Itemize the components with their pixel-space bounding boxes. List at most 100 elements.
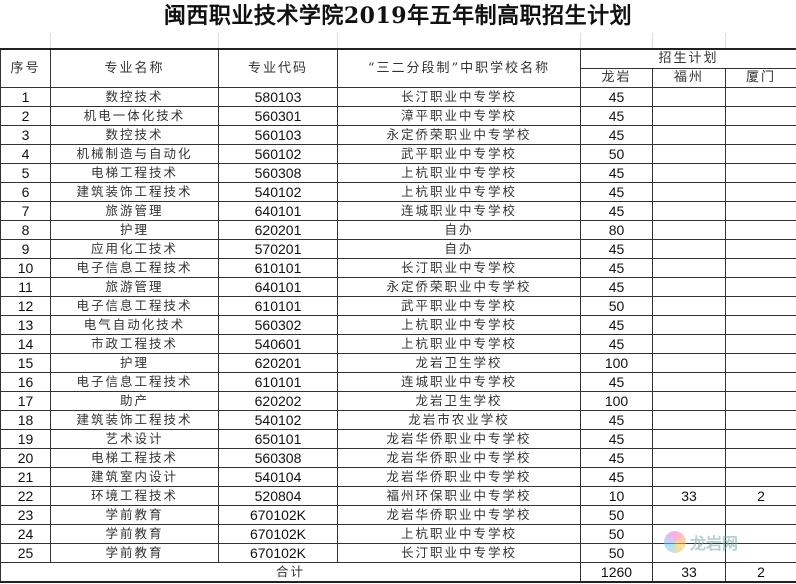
cell-xiamen — [724, 182, 796, 202]
cell-longyan: 45 — [580, 448, 653, 468]
cell-school: 连城职业中专学校 — [337, 201, 581, 221]
cell-longyan: 50 — [580, 296, 653, 316]
cell-seq: 22 — [0, 486, 51, 506]
cell-seq: 12 — [0, 296, 51, 316]
cell-xiamen — [724, 543, 796, 563]
cell-school: 龙岩卫生学校 — [337, 391, 581, 411]
blank-spreadsheet-row — [0, 33, 796, 48]
cell-fuzhou — [652, 448, 726, 468]
header-major-name: 专业名称 — [50, 48, 219, 88]
cell-xiamen: 2 — [724, 486, 796, 506]
total-xiamen: 2 — [724, 562, 796, 583]
cell-school: 永定侨荣职业中专学校 — [337, 125, 581, 145]
page-title: 闽西职业技术学院2019年五年制高职招生计划 — [163, 3, 633, 29]
cell-seq: 3 — [0, 125, 51, 145]
cell-major-name: 电子信息工程技术 — [50, 372, 219, 392]
cell-fuzhou — [652, 467, 726, 487]
cell-major-code: 560103 — [218, 125, 338, 145]
cell-school: 福州环保职业中专学校 — [337, 486, 581, 506]
table-row: 23 学前教育 670102K 龙岩华侨职业中专学校 50 — [0, 505, 796, 525]
cell-major-code: 560302 — [218, 315, 338, 335]
cell-fuzhou — [652, 429, 726, 449]
header-fuzhou: 福州 — [652, 68, 726, 88]
cell-major-code: 540102 — [218, 182, 338, 202]
cell-major-name: 旅游管理 — [50, 201, 219, 221]
table-row: 7 旅游管理 640101 连城职业中专学校 45 — [0, 201, 796, 221]
cell-xiamen — [724, 87, 796, 107]
cell-major-name: 学前教育 — [50, 524, 219, 544]
cell-longyan: 45 — [580, 410, 653, 430]
table-row: 3 数控技术 560103 永定侨荣职业中专学校 45 — [0, 125, 796, 145]
cell-xiamen — [724, 448, 796, 468]
cell-seq: 21 — [0, 467, 51, 487]
table-row: 17 助产 620202 龙岩卫生学校 100 — [0, 391, 796, 411]
cell-fuzhou — [652, 163, 726, 183]
cell-major-name: 市政工程技术 — [50, 334, 219, 354]
cell-seq: 2 — [0, 106, 51, 126]
cell-major-code: 560308 — [218, 163, 338, 183]
cell-seq: 1 — [0, 87, 51, 107]
cell-major-name: 电梯工程技术 — [50, 448, 219, 468]
table-row: 10 电子信息工程技术 610101 长汀职业中专学校 45 — [0, 258, 796, 278]
table-row: 22 环境工程技术 520804 福州环保职业中专学校 10 33 2 — [0, 486, 796, 506]
total-fuzhou: 33 — [652, 562, 726, 583]
cell-school: 漳平职业中专学校 — [337, 106, 581, 126]
cell-longyan: 50 — [580, 505, 653, 525]
cell-fuzhou — [652, 201, 726, 221]
cell-major-name: 艺术设计 — [50, 429, 219, 449]
cell-xiamen — [724, 315, 796, 335]
cell-major-code: 640101 — [218, 201, 338, 221]
cell-seq: 24 — [0, 524, 51, 544]
cell-longyan: 45 — [580, 201, 653, 221]
cell-major-code: 670102K — [218, 543, 338, 563]
cell-seq: 20 — [0, 448, 51, 468]
cell-seq: 11 — [0, 277, 51, 297]
cell-major-code: 580103 — [218, 87, 338, 107]
total-label: 合计 — [0, 562, 581, 583]
table-row: 13 电气自动化技术 560302 上杭职业中专学校 45 — [0, 315, 796, 335]
cell-seq: 13 — [0, 315, 51, 335]
cell-seq: 15 — [0, 353, 51, 373]
cell-xiamen — [724, 106, 796, 126]
cell-school: 龙岩华侨职业中专学校 — [337, 448, 581, 468]
cell-seq: 14 — [0, 334, 51, 354]
cell-fuzhou — [652, 144, 726, 164]
cell-major-code: 610101 — [218, 258, 338, 278]
cell-longyan: 50 — [580, 543, 653, 563]
table-row: 19 艺术设计 650101 龙岩华侨职业中专学校 45 — [0, 429, 796, 449]
cell-school: 上杭职业中专学校 — [337, 334, 581, 354]
cell-major-code: 670102K — [218, 524, 338, 544]
cell-xiamen — [724, 258, 796, 278]
cell-longyan: 50 — [580, 144, 653, 164]
cell-school: 龙岩市农业学校 — [337, 410, 581, 430]
cell-major-name: 机械制造与自动化 — [50, 144, 219, 164]
cell-seq: 17 — [0, 391, 51, 411]
header-major-code: 专业代码 — [218, 48, 338, 88]
cell-xiamen — [724, 353, 796, 373]
cell-major-name: 电子信息工程技术 — [50, 296, 219, 316]
cell-xiamen — [724, 391, 796, 411]
cell-major-name: 应用化工技术 — [50, 239, 219, 259]
cell-longyan: 100 — [580, 391, 653, 411]
table-row: 4 机械制造与自动化 560102 武平职业中专学校 50 — [0, 144, 796, 164]
cell-longyan: 45 — [580, 277, 653, 297]
table-row: 8 护理 620201 自办 80 — [0, 220, 796, 240]
cell-longyan: 45 — [580, 334, 653, 354]
cell-fuzhou — [652, 125, 726, 145]
cell-school: 龙岩华侨职业中专学校 — [337, 429, 581, 449]
cell-major-code: 540601 — [218, 334, 338, 354]
cell-longyan: 45 — [580, 106, 653, 126]
cell-major-code: 570201 — [218, 239, 338, 259]
cell-longyan: 80 — [580, 220, 653, 240]
cell-fuzhou — [652, 372, 726, 392]
table-row: 5 电梯工程技术 560308 上杭职业中专学校 45 — [0, 163, 796, 183]
cell-xiamen — [724, 277, 796, 297]
cell-longyan: 45 — [580, 467, 653, 487]
cell-xiamen — [724, 524, 796, 544]
table-row: 6 建筑装饰工程技术 540102 上杭职业中专学校 45 — [0, 182, 796, 202]
cell-fuzhou — [652, 334, 726, 354]
table-row: 18 建筑装饰工程技术 540102 龙岩市农业学校 45 — [0, 410, 796, 430]
cell-longyan: 45 — [580, 125, 653, 145]
cell-fuzhou — [652, 315, 726, 335]
cell-fuzhou — [652, 258, 726, 278]
